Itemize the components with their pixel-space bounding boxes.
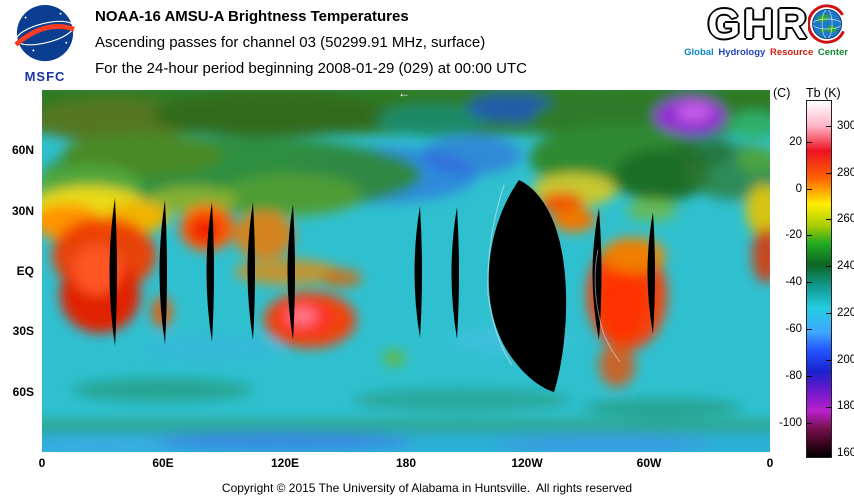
lat-tick-30n: 30N [11, 204, 34, 218]
colorbar-tick [807, 282, 812, 283]
celsius-tick--100: -100 [778, 417, 802, 429]
celsius-tick--40: -40 [785, 276, 802, 288]
ghrc-globe-icon [808, 4, 845, 44]
header-titles: NOAA-16 AMSU-A Brightness Temperatures A… [95, 8, 527, 77]
celsius-tick-20: 20 [789, 136, 802, 148]
lon-tick-120e: 120E [270, 456, 300, 470]
ghrc-tagline: Global Hydrology Resource Center [676, 47, 848, 58]
colorbar-tick [807, 423, 812, 424]
lat-tick-eq: EQ [16, 264, 34, 278]
map-raster [42, 90, 770, 452]
ghrc-logo-letters: GHR [707, 0, 810, 47]
colorbar-unit-celsius: (C) [773, 86, 791, 100]
lon-tick-0w: 0 [766, 456, 774, 470]
lat-tick-30s: 30S [12, 324, 34, 338]
msfc-label: MSFC [24, 69, 66, 84]
colorbar-tick [826, 407, 831, 408]
missing-data-region-large [488, 180, 567, 392]
lat-tick-60s: 60S [12, 385, 34, 399]
kelvin-tick-160: 160 [837, 447, 854, 459]
kelvin-tick-220: 220 [837, 307, 854, 319]
lon-tick-180: 180 [395, 456, 417, 470]
brightness-temperature-map: ← [42, 86, 770, 452]
ghrc-tagline-word: Global [684, 47, 714, 58]
page-period: For the 24-hour period beginning 2008-01… [95, 60, 527, 77]
kelvin-tick-260: 260 [837, 213, 854, 225]
colorbar-tick [826, 360, 831, 361]
kelvin-tick-200: 200 [837, 354, 854, 366]
ghrc-tagline-word: Hydrology [718, 47, 766, 58]
ghrc-logo-block: GHR Global Hydrology Resource Center [676, 0, 848, 59]
temperature-field [42, 90, 770, 452]
page-title: NOAA-16 AMSU-A Brightness Temperatures [95, 8, 409, 25]
nasa-logo-block: MSFC [10, 4, 80, 84]
colorbar-unit-kelvin: Tb (K) [806, 86, 841, 100]
lon-tick-0e: 0 [38, 456, 46, 470]
colorbar-tick [807, 189, 812, 190]
colorbar-tick [826, 126, 831, 127]
ghrc-tagline-word: Center [817, 47, 848, 58]
ghrc-tagline-word: Resource [769, 47, 814, 58]
kelvin-tick-300: 300 [837, 120, 854, 132]
colorbar-gradient [806, 100, 832, 458]
kelvin-tick-240: 240 [837, 260, 854, 272]
colorbar-tick [807, 329, 812, 330]
kelvin-tick-180: 180 [837, 400, 854, 412]
celsius-tick--20: -20 [785, 229, 802, 241]
nasa-logo-icon [14, 4, 75, 62]
kelvin-tick-280: 280 [837, 167, 854, 179]
celsius-tick--80: -80 [785, 370, 802, 382]
colorbar-tick [807, 376, 812, 377]
colorbar-tick [826, 453, 831, 454]
page-subtitle: Ascending passes for channel 03 (50299.9… [95, 34, 486, 51]
lon-tick-120w: 120W [511, 456, 543, 470]
colorbar-tick [807, 235, 812, 236]
colorbar-tick [826, 219, 831, 220]
celsius-tick--60: -60 [785, 323, 802, 335]
white-arrow-marker: ← [398, 86, 410, 100]
colorbar-tick [826, 173, 831, 174]
lon-tick-60e: 60E [152, 456, 174, 470]
colorbar-tick [826, 313, 831, 314]
colorbar-tick [826, 266, 831, 267]
swath-gap-wedges [109, 198, 655, 346]
colorbar-tick [807, 142, 812, 143]
lon-tick-60w: 60W [636, 456, 662, 470]
copyright-text: Copyright © 2015 The University of Alaba… [221, 481, 633, 495]
lat-tick-60n: 60N [11, 143, 34, 157]
celsius-tick-0: 0 [795, 183, 802, 195]
